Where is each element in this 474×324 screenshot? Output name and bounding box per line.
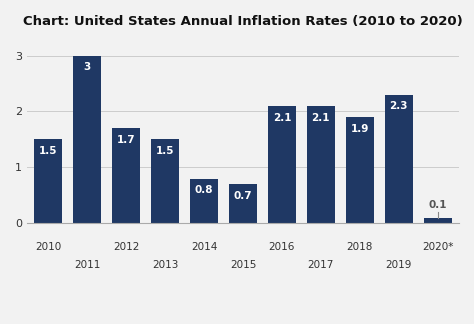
Text: 1.5: 1.5: [39, 146, 58, 156]
Bar: [424, 218, 452, 223]
Bar: [346, 117, 374, 223]
Text: 2019: 2019: [385, 260, 412, 270]
Text: 2017: 2017: [308, 260, 334, 270]
Bar: [307, 106, 335, 223]
Text: 0.1: 0.1: [428, 200, 447, 210]
Text: 0.7: 0.7: [234, 191, 252, 201]
Text: 1.5: 1.5: [156, 146, 174, 156]
Bar: [229, 184, 257, 223]
Text: 2011: 2011: [74, 260, 100, 270]
Text: 2.3: 2.3: [390, 101, 408, 111]
Text: 3: 3: [84, 62, 91, 72]
Text: 2012: 2012: [113, 242, 139, 252]
Text: 2.1: 2.1: [273, 113, 291, 122]
Text: 2015: 2015: [230, 260, 256, 270]
Text: 0.8: 0.8: [195, 185, 213, 195]
Text: 2013: 2013: [152, 260, 178, 270]
Bar: [190, 179, 218, 223]
Text: 2020*: 2020*: [422, 242, 453, 252]
Bar: [268, 106, 296, 223]
Text: 2010: 2010: [35, 242, 62, 252]
Text: 2018: 2018: [346, 242, 373, 252]
Bar: [112, 128, 140, 223]
Text: 1.9: 1.9: [351, 124, 369, 134]
Text: 2016: 2016: [269, 242, 295, 252]
Bar: [151, 139, 179, 223]
Bar: [35, 139, 63, 223]
Text: 1.7: 1.7: [117, 135, 136, 145]
Text: 2.1: 2.1: [311, 113, 330, 122]
Bar: [385, 95, 413, 223]
Text: 2014: 2014: [191, 242, 217, 252]
Bar: [73, 56, 101, 223]
Title: Chart: United States Annual Inflation Rates (2010 to 2020): Chart: United States Annual Inflation Ra…: [23, 15, 463, 28]
